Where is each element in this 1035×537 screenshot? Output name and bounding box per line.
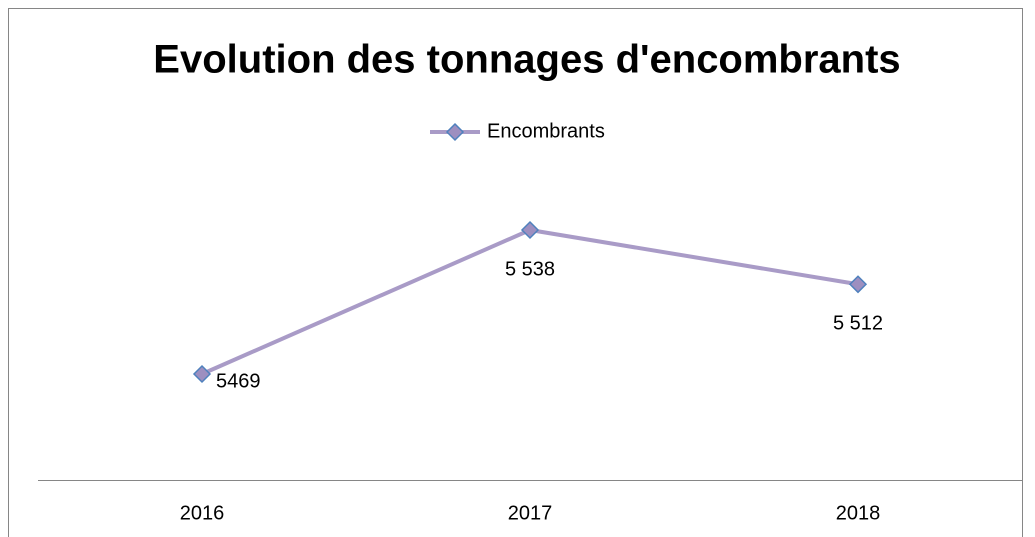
x-tick-label: 2016 (180, 502, 225, 524)
point-marker (192, 364, 212, 384)
data-label: 5 538 (505, 258, 555, 280)
data-label: 5469 (216, 370, 261, 392)
legend-label: Encombrants (487, 120, 605, 142)
chart-frame (8, 8, 1023, 537)
x-tick-label: 2018 (836, 502, 881, 524)
x-tick-label: 2017 (508, 502, 553, 524)
data-label: 5 512 (833, 313, 883, 335)
point-marker (520, 220, 540, 240)
point-marker (848, 275, 868, 294)
legend-marker (445, 122, 465, 142)
chart-title: Evolution des tonnages d'encombrants (153, 38, 900, 82)
series-line (201, 227, 859, 376)
